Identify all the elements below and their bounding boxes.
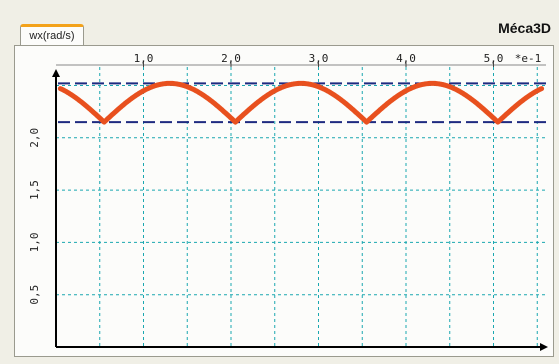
x-tick-label-3: 4,0	[396, 52, 416, 65]
series-layer	[57, 80, 545, 125]
tab-wx-rad-s[interactable]: wx(rad/s)	[20, 24, 84, 46]
y-tick-label-0: 0,5	[28, 285, 41, 305]
x-tick-label-4: 5,0	[484, 52, 504, 65]
x-tick-label-1: 2,0	[221, 52, 241, 65]
x-tick-label-2: 3,0	[309, 52, 329, 65]
brand-label: Méca3D	[498, 20, 551, 36]
axes	[52, 64, 548, 351]
y-tick-label-3: 2,0	[28, 128, 41, 148]
series-line-0	[57, 80, 545, 125]
y-tick-labels: 0,5 1,0 1,5 2,0	[28, 128, 41, 305]
grid	[56, 67, 546, 347]
line-chart: 1,0 2,0 3,0 4,0 5,0 0,5 1,0 1,5 2,0 *e-1	[28, 52, 548, 351]
y-tick-label-2: 1,5	[28, 180, 41, 200]
y-axis-arrow	[52, 69, 60, 77]
x-multiplier-label: *e-1	[515, 52, 542, 65]
x-tick-label-0: 1,0	[134, 52, 154, 65]
x-axis-arrow	[540, 343, 548, 351]
y-tick-label-1: 1,0	[28, 232, 41, 252]
x-tick-labels: 1,0 2,0 3,0 4,0 5,0	[134, 52, 504, 67]
